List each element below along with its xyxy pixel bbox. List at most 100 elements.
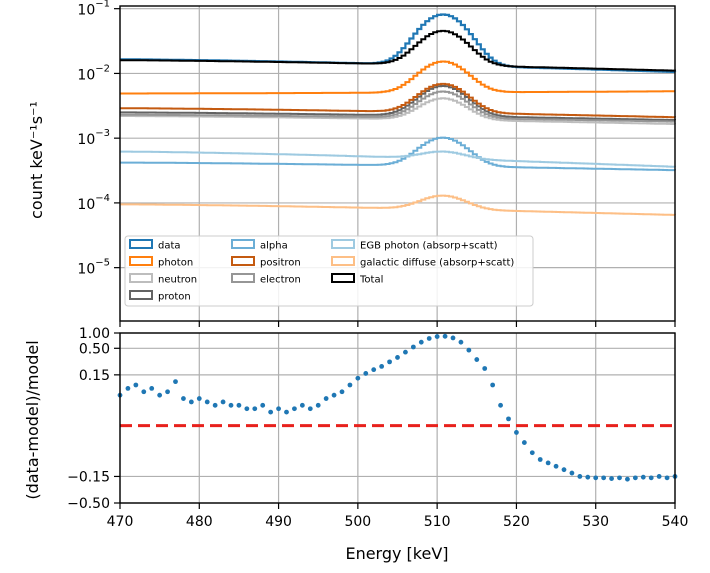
residual-point [617, 475, 622, 481]
residual-point [284, 409, 289, 415]
legend-label: photon [158, 258, 193, 269]
residual-point [498, 402, 503, 408]
residual-y-tick-label: −0.50 [67, 496, 110, 512]
spectrum-y-ticks: 10−110−210−310−410−5 [77, 0, 120, 278]
residual-point [648, 475, 654, 481]
x-tick-label: 480 [186, 514, 213, 530]
residual-point [403, 349, 408, 355]
residual-point [141, 389, 147, 395]
residual-point [601, 475, 607, 481]
x-tick-label: 510 [424, 514, 451, 530]
residual-point [323, 396, 329, 401]
legend-swatch-total [331, 273, 355, 283]
residual-point [664, 475, 670, 481]
residual-y-tick-label: 0.15 [79, 368, 110, 384]
tick-exponent: −1 [95, 0, 110, 10]
legend-label: electron [260, 275, 301, 286]
residual-point [363, 371, 369, 376]
x-tick-label: 530 [582, 514, 609, 530]
residual-point [355, 375, 361, 381]
legend-swatch-photon [129, 256, 153, 266]
residual-point [276, 406, 281, 412]
residual-point [228, 402, 234, 408]
residual-point [609, 476, 614, 481]
residual-point [561, 467, 567, 473]
residual-point [149, 385, 155, 391]
spectrum-axes-frame [119, 5, 676, 322]
residual-point [450, 335, 456, 341]
legend-box [124, 235, 534, 307]
residual-point [506, 416, 511, 422]
residual-point [434, 334, 440, 339]
x-axis-title: Energy [keV] [345, 544, 448, 563]
residual-panel: 470 480 490 500 510 520 530 540 1.000.50 0.15 −0.… [23, 326, 688, 563]
residual-point [371, 367, 377, 373]
residual-x-ticks: 470 480 490 500 510 520 530 540 [107, 503, 688, 530]
residual-point [236, 402, 242, 408]
legend-swatch-alpha [231, 239, 255, 249]
residual-point [514, 430, 519, 435]
residual-point [426, 336, 432, 341]
residual-point [442, 333, 448, 339]
residual-point [244, 406, 250, 412]
x-tick-label: 520 [503, 514, 530, 530]
legend-swatch-electron [231, 273, 255, 283]
residual-point [474, 357, 480, 362]
residual-point [490, 382, 496, 388]
residual-point [640, 474, 646, 480]
residual-point [410, 344, 416, 350]
residual-point [553, 463, 559, 469]
series-line-total [120, 29, 676, 72]
spectrum-y-tick-label: 10−5 [77, 258, 110, 278]
legend-label: EGB photon (absorp+scatt) [360, 241, 498, 252]
residual-axes-frame [119, 332, 676, 504]
series-line-egb-photon-absorp-scatt [120, 150, 676, 168]
residual-point [656, 474, 662, 479]
tick-exponent: −5 [95, 258, 110, 269]
legend-label: Total [359, 275, 383, 286]
residual-point [188, 399, 194, 405]
tick-exponent: −3 [95, 128, 110, 139]
spectrum-series [120, 13, 677, 216]
tick-base: 10 [77, 262, 95, 278]
residual-point [482, 366, 488, 371]
legend-swatch-positron [231, 256, 255, 266]
legend-label: proton [158, 292, 191, 303]
tick-base: 10 [77, 3, 95, 19]
residual-point [220, 399, 226, 405]
x-tick-label: 500 [344, 514, 371, 530]
residual-point [545, 460, 551, 466]
spectrum-panel: 10−110−210−310−410−5 count keV⁻¹s⁻¹ data… [27, 0, 677, 327]
residual-point [529, 450, 535, 456]
series-line-neutron [120, 97, 676, 125]
tick-base: 10 [77, 197, 95, 213]
residual-point [196, 396, 202, 401]
legend-label: galactic diffuse (absorp+scatt) [360, 258, 514, 269]
legend-swatch-data [129, 239, 153, 249]
series-line-positron [120, 82, 676, 119]
tick-base: 10 [77, 132, 95, 148]
residual-point [593, 475, 599, 481]
series-line-galactic-diffuse-absorp-scatt [120, 194, 676, 216]
spectrum-x-ticks [119, 321, 676, 327]
legend-label: neutron [158, 275, 197, 286]
spectrum-y-axis-title: count keV⁻¹s⁻¹ [27, 101, 46, 219]
residual-point [307, 406, 313, 412]
x-tick-label: 470 [107, 514, 134, 530]
residual-point [632, 475, 638, 481]
residual-point [379, 364, 385, 369]
residual-point [585, 474, 591, 480]
residual-point [569, 470, 575, 476]
residual-point [395, 355, 400, 360]
residual-y-tick-label: 1.00 [79, 326, 110, 342]
residual-point [521, 440, 527, 445]
residual-point [331, 392, 337, 398]
residual-point [418, 339, 424, 345]
residual-y-axis-title: (data-model)/model [23, 340, 42, 499]
residual-point [458, 339, 464, 345]
legend-swatch-neutron [129, 273, 153, 283]
residual-point [173, 379, 178, 385]
legend-label: data [158, 241, 181, 252]
legend-swatch-egb-photon-absorp-scatt [331, 239, 355, 249]
legend-label: alpha [260, 241, 288, 252]
